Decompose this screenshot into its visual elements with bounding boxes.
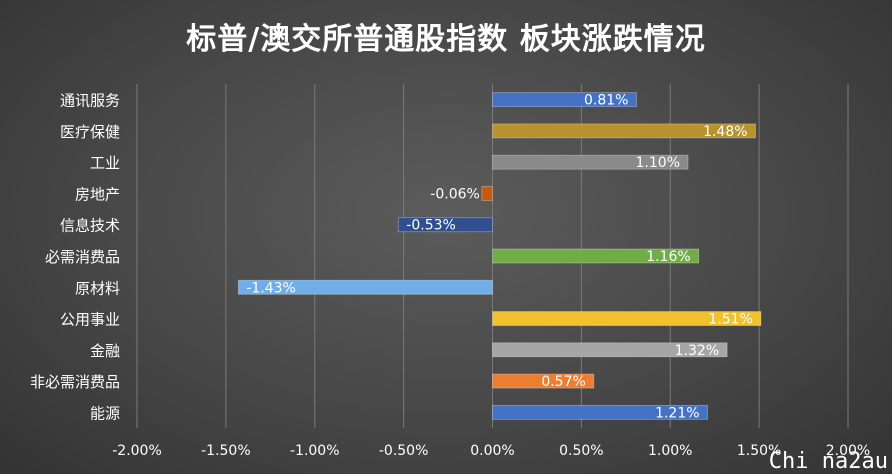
bar	[237, 279, 493, 295]
category-label: 原材料	[75, 279, 120, 297]
bar	[492, 342, 728, 358]
category-label: 房地产	[75, 185, 120, 203]
bar	[492, 123, 756, 139]
data-label: 1.21%	[655, 405, 699, 421]
data-label: -1.43%	[246, 280, 296, 296]
bar	[481, 186, 493, 201]
data-label: -0.06%	[430, 186, 480, 202]
category-label: 能源	[90, 404, 120, 422]
data-label: 1.32%	[675, 343, 719, 359]
category-label: 非必需消费品	[30, 373, 120, 391]
data-label: -0.53%	[406, 218, 456, 234]
x-tick-label: -1.00%	[290, 443, 340, 459]
data-label: 0.57%	[541, 374, 585, 390]
x-tick-label: 2.00%	[826, 443, 870, 459]
x-tick-label: -0.50%	[379, 443, 429, 459]
bar	[492, 373, 595, 389]
x-tick-label: -2.00%	[112, 443, 162, 459]
category-label: 金融	[90, 342, 120, 360]
bar	[492, 311, 762, 326]
x-tick-label: 1.50%	[737, 443, 781, 459]
category-label: 必需消费品	[45, 248, 120, 266]
chart-title: 标普/澳交所普通股指数 板块涨跌情况	[186, 22, 706, 57]
bar	[492, 404, 708, 420]
category-label: 医疗保健	[60, 123, 120, 141]
category-label: 工业	[90, 154, 120, 172]
data-label: 1.16%	[646, 249, 690, 265]
bar	[492, 154, 689, 170]
category-label: 信息技术	[60, 217, 120, 235]
x-tick-label: 0.50%	[559, 443, 603, 459]
bar	[492, 248, 700, 264]
data-label: 1.51%	[708, 312, 752, 328]
x-tick-label: 1.00%	[648, 443, 692, 459]
watermark-text: Chi na2au	[768, 449, 888, 474]
category-label: 通讯服务	[60, 92, 120, 110]
data-label: 0.81%	[584, 93, 628, 109]
x-tick-label: -1.50%	[201, 443, 251, 459]
data-label: 1.48%	[703, 124, 747, 140]
bar	[492, 92, 637, 108]
x-tick-label: 0.00%	[470, 443, 514, 459]
bar	[397, 217, 493, 233]
category-label: 公用事业	[60, 311, 120, 329]
data-label: 1.10%	[636, 155, 680, 171]
